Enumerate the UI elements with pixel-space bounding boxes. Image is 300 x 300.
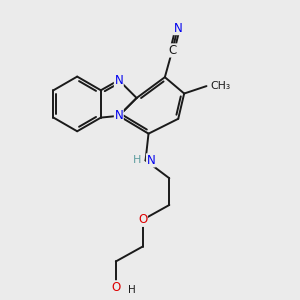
Text: H: H xyxy=(128,285,136,295)
Text: C: C xyxy=(169,44,177,57)
Text: H: H xyxy=(132,155,141,165)
Text: N: N xyxy=(114,74,123,87)
Text: O: O xyxy=(138,213,147,226)
Text: N: N xyxy=(174,22,182,34)
Text: N: N xyxy=(146,154,155,167)
Text: N: N xyxy=(114,109,123,122)
Text: CH₃: CH₃ xyxy=(210,81,230,91)
Text: O: O xyxy=(112,281,121,294)
